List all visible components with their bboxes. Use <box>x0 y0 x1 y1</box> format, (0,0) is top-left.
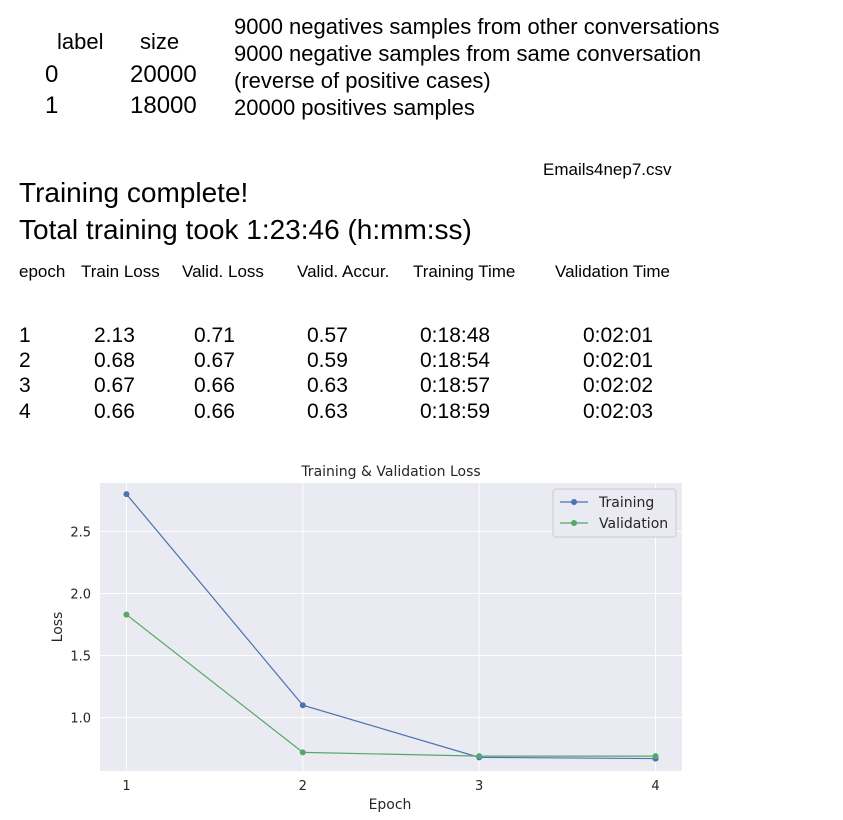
note-line: (reverse of positive cases) <box>234 68 491 93</box>
column-header: Valid. Loss <box>182 262 264 281</box>
legend-marker <box>571 520 577 526</box>
x-tick-label: 2 <box>299 779 307 794</box>
filename: Emails4nep7.csv <box>543 160 672 179</box>
table-cell: 0:18:54 <box>420 349 491 372</box>
table-cell: 0.63 <box>307 400 348 423</box>
table-cell: 0:02:03 <box>583 400 654 423</box>
table-cell: 0.66 <box>194 400 235 423</box>
legend-label: Training <box>598 495 654 511</box>
x-tick-label: 1 <box>122 779 130 794</box>
x-tick-label: 3 <box>475 779 483 794</box>
table-cell: 0.63 <box>307 374 348 397</box>
data-point <box>299 702 306 709</box>
table-cell: 0.67 <box>194 349 235 372</box>
tick-labels: 1 2 3 4 1.0 1.5 2.0 2.5 <box>70 525 659 794</box>
table-cell: 0.71 <box>194 324 235 347</box>
table-cell: 0:02:01 <box>583 324 654 347</box>
x-axis-label: Epoch <box>369 797 412 813</box>
note-line: 9000 negatives samples from other conver… <box>234 14 720 39</box>
table-cell: 0:18:59 <box>420 400 491 423</box>
table-cell: 0:02:02 <box>583 374 654 397</box>
series-line-training <box>125 493 656 760</box>
legend-box <box>552 488 677 538</box>
table-cell: 4 <box>19 400 31 423</box>
x-tick-label: 4 <box>651 779 659 794</box>
series-line-validation <box>126 614 656 757</box>
table-cell: 1 <box>19 324 31 347</box>
table-cell: 0.66 <box>194 374 235 397</box>
size-value: 20000 <box>130 61 197 88</box>
table-cell: 2.13 <box>94 324 135 347</box>
data-point <box>476 753 483 760</box>
data-point <box>652 753 659 760</box>
note-line: 9000 negative samples from same conversa… <box>234 41 702 66</box>
y-tick-label: 2.5 <box>70 525 91 540</box>
column-header: Valid. Accur. <box>297 262 390 281</box>
size-value: 18000 <box>130 92 197 119</box>
table-cell: 0.59 <box>307 349 348 372</box>
note-line: 20000 positives samples <box>234 95 475 120</box>
table-cell: 0.67 <box>94 374 135 397</box>
status-line-1: Training complete! <box>19 177 249 208</box>
label-header: label <box>57 29 104 54</box>
data-point <box>123 611 130 618</box>
label-value: 0 <box>45 61 59 88</box>
y-tick-label: 1.0 <box>70 712 91 727</box>
data-point <box>123 491 130 498</box>
legend-label: Validation <box>599 516 668 532</box>
legend-marker <box>571 499 577 505</box>
table-cell: 0:02:01 <box>583 349 654 372</box>
status-line-2: Total training took 1:23:46 (h:mm:ss) <box>19 214 472 245</box>
column-header: Validation Time <box>555 262 670 281</box>
table-cell: 0:18:57 <box>420 374 491 397</box>
table-cell: 2 <box>19 349 31 372</box>
data-point <box>299 749 306 756</box>
chart-title: Training & Validation Loss <box>300 464 480 480</box>
table-cell: 3 <box>19 374 31 397</box>
label-value: 1 <box>45 92 59 119</box>
table-cell: 0.57 <box>307 324 348 347</box>
y-tick-label: 1.5 <box>70 650 91 665</box>
table-cell: 0:18:48 <box>420 324 491 347</box>
legend: Training Validation <box>552 488 677 538</box>
size-header: size <box>140 29 180 54</box>
y-tick-label: 2.0 <box>70 587 91 602</box>
y-axis-label: Loss <box>50 612 66 643</box>
column-header: Train Loss <box>81 262 160 281</box>
series-group <box>123 491 659 762</box>
column-header: epoch <box>19 262 66 281</box>
column-header: Training Time <box>413 262 516 281</box>
table-cell: 0.68 <box>94 349 135 372</box>
table-cell: 0.66 <box>94 400 135 423</box>
